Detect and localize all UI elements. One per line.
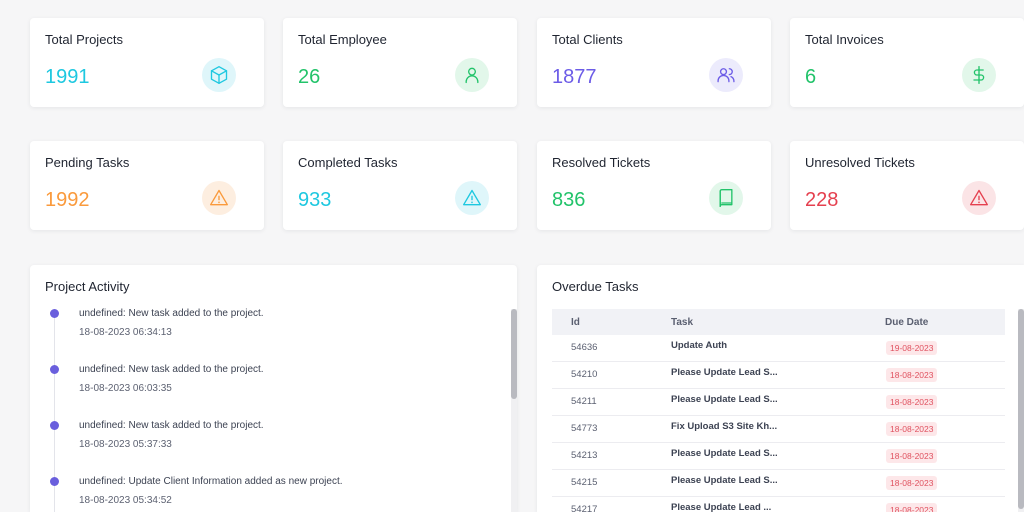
stat-label: Total Invoices	[805, 32, 884, 47]
stat-value: 1877	[552, 66, 597, 88]
table-row[interactable]: 54210 Please Update Lead S... 18-08-2023	[552, 362, 1005, 389]
activity-time: 18-08-2023 05:34:52	[79, 495, 172, 506]
activity-item: undefined: Update Client Information add…	[30, 473, 505, 512]
cell-task: Please Update Lead ...	[671, 502, 772, 512]
cell-id: 54773	[571, 423, 598, 434]
stat-value: 1992	[45, 189, 90, 211]
stat-card-total-invoices[interactable]: Total Invoices 6	[790, 18, 1024, 107]
overdue-tasks-panel: Overdue Tasks Id Task Due Date 54636 Upd…	[537, 265, 1024, 512]
table-header: Id Task Due Date	[552, 309, 1005, 335]
activity-item: undefined: New task added to the project…	[30, 417, 505, 473]
activity-text: undefined: New task added to the project…	[79, 420, 264, 431]
table-row[interactable]: 54773 Fix Upload S3 Site Kh... 18-08-202…	[552, 416, 1005, 443]
stat-label: Total Employee	[298, 32, 387, 47]
due-date-badge: 18-08-2023	[886, 395, 938, 409]
overdue-tasks-table: Id Task Due Date 54636 Update Auth 19-08…	[552, 309, 1005, 512]
stat-card-resolved-tickets[interactable]: Resolved Tickets 836	[537, 141, 771, 230]
timeline-dot	[50, 365, 59, 374]
table-row[interactable]: 54636 Update Auth 19-08-2023	[552, 335, 1005, 362]
timeline-dot	[50, 421, 59, 430]
cell-task: Fix Upload S3 Site Kh...	[671, 421, 778, 432]
stat-card-unresolved-tickets[interactable]: Unresolved Tickets 228	[790, 141, 1024, 230]
cell-id: 54213	[571, 450, 598, 461]
stat-card-total-employee[interactable]: Total Employee 26	[283, 18, 517, 107]
stat-value: 6	[805, 66, 817, 88]
panel-title: Project Activity	[45, 279, 130, 294]
stat-label: Unresolved Tickets	[805, 155, 915, 170]
timeline-dot	[50, 309, 59, 318]
cell-task: Please Update Lead S...	[671, 394, 778, 405]
due-date-badge: 18-08-2023	[886, 422, 938, 436]
column-header-task[interactable]: Task	[671, 317, 694, 328]
cube-icon	[202, 58, 236, 92]
stat-label: Resolved Tickets	[552, 155, 651, 170]
table-row[interactable]: 54217 Please Update Lead ... 18-08-2023	[552, 497, 1005, 512]
activity-text: undefined: New task added to the project…	[79, 308, 264, 319]
activity-time: 18-08-2023 06:03:35	[79, 383, 172, 394]
warning-icon	[202, 181, 236, 215]
column-header-id[interactable]: Id	[571, 317, 580, 328]
stat-value: 1991	[45, 66, 90, 88]
warning-icon	[962, 181, 996, 215]
due-date-badge: 18-08-2023	[886, 476, 938, 490]
due-date-badge: 18-08-2023	[886, 449, 938, 463]
user-icon	[455, 58, 489, 92]
activity-timeline: undefined: New task added to the project…	[30, 305, 505, 512]
cell-id: 54636	[571, 342, 598, 353]
book-icon	[709, 181, 743, 215]
project-activity-panel: Project Activity undefined: New task add…	[30, 265, 517, 512]
stat-label: Total Projects	[45, 32, 124, 47]
users-icon	[709, 58, 743, 92]
scrollbar-thumb[interactable]	[511, 309, 517, 399]
due-date-badge: 18-08-2023	[886, 368, 938, 382]
stat-value: 836	[552, 189, 586, 211]
cell-id: 54217	[571, 504, 598, 512]
table-row[interactable]: 54215 Please Update Lead S... 18-08-2023	[552, 470, 1005, 497]
stat-label: Total Clients	[552, 32, 623, 47]
stat-label: Completed Tasks	[298, 155, 398, 170]
activity-item: undefined: New task added to the project…	[30, 361, 505, 417]
column-header-due-date[interactable]: Due Date	[885, 317, 929, 328]
timeline-dot	[50, 477, 59, 486]
scrollbar-thumb[interactable]	[1018, 309, 1024, 509]
panel-title: Overdue Tasks	[552, 279, 639, 294]
stat-card-completed-tasks[interactable]: Completed Tasks 933	[283, 141, 517, 230]
stat-card-total-clients[interactable]: Total Clients 1877	[537, 18, 771, 107]
cell-id: 54211	[571, 396, 597, 407]
stat-card-total-projects[interactable]: Total Projects 1991	[30, 18, 264, 107]
due-date-badge: 19-08-2023	[886, 341, 938, 355]
activity-scrollbar[interactable]	[511, 309, 517, 512]
stat-value: 26	[298, 66, 321, 88]
stat-value: 933	[298, 189, 332, 211]
stat-value: 228	[805, 189, 839, 211]
cell-id: 54210	[571, 369, 598, 380]
warning-icon	[455, 181, 489, 215]
activity-time: 18-08-2023 06:34:13	[79, 327, 172, 338]
table-row[interactable]: 54213 Please Update Lead S... 18-08-2023	[552, 443, 1005, 470]
table-row[interactable]: 54211 Please Update Lead S... 18-08-2023	[552, 389, 1005, 416]
cell-task: Please Update Lead S...	[671, 367, 778, 378]
dollar-icon	[962, 58, 996, 92]
stat-label: Pending Tasks	[45, 155, 130, 170]
stat-card-pending-tasks[interactable]: Pending Tasks 1992	[30, 141, 264, 230]
due-date-badge: 18-08-2023	[886, 503, 938, 512]
activity-time: 18-08-2023 05:37:33	[79, 439, 172, 450]
activity-text: undefined: Update Client Information add…	[79, 476, 343, 487]
activity-text: undefined: New task added to the project…	[79, 364, 264, 375]
cell-task: Please Update Lead S...	[671, 448, 778, 459]
cell-task: Update Auth	[671, 340, 728, 351]
timeline-line	[54, 313, 55, 512]
activity-item: undefined: New task added to the project…	[30, 305, 505, 361]
cell-id: 54215	[571, 477, 598, 488]
cell-task: Please Update Lead S...	[671, 475, 778, 486]
overdue-scrollbar[interactable]	[1018, 309, 1024, 512]
